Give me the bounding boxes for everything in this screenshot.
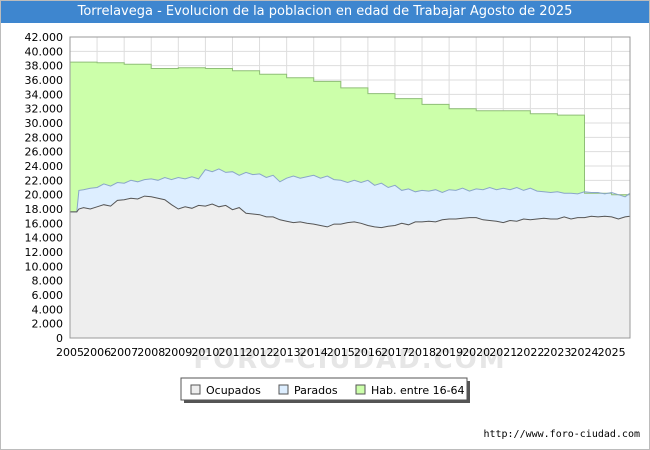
legend-label-hab: Hab. entre 16-64 [371, 384, 465, 397]
x-tick-label: 2022 [516, 346, 544, 359]
y-tick-label: 14.000 [25, 232, 64, 245]
y-tick-label: 26.000 [25, 146, 64, 159]
y-tick-label: 36.000 [25, 74, 64, 87]
y-tick-label: 30.000 [25, 117, 64, 130]
legend-swatch-parados [278, 384, 289, 395]
x-tick-label: 2018 [408, 346, 436, 359]
y-tick-label: 16.000 [25, 217, 64, 230]
y-tick-label: 6.000 [32, 289, 64, 302]
y-tick-label: 18.000 [25, 203, 64, 216]
plot-border [69, 36, 631, 339]
footer-url: http://www.foro-ciudad.com [483, 429, 640, 440]
x-tick-label: 2005 [56, 346, 84, 359]
x-tick-label: 2019 [435, 346, 463, 359]
x-tick-label: 2009 [164, 346, 192, 359]
legend-label-ocupados: Ocupados [206, 384, 261, 397]
legend: Ocupados Parados Hab. entre 16-64 [180, 377, 470, 403]
y-tick-label: 2.000 [32, 318, 64, 331]
x-tick-label: 2006 [83, 346, 111, 359]
chart-title: Torrelavega - Evolucion de la poblacion … [77, 4, 573, 19]
area-series [70, 62, 630, 338]
x-tick-label: 2021 [489, 346, 517, 359]
legend-swatch-hab [355, 384, 366, 395]
y-tick-label: 40.000 [25, 45, 64, 58]
x-tick-label: 2025 [598, 346, 626, 359]
x-tick-label: 2023 [543, 346, 571, 359]
watermark: FORO-CIUDAD.COM [193, 345, 506, 375]
series-lines [70, 61, 631, 229]
legend-swatch-ocupados [190, 384, 201, 395]
x-tick-label: 2008 [137, 346, 165, 359]
x-tick-label: 2007 [110, 346, 138, 359]
y-tick-label: 10.000 [25, 260, 64, 273]
y-tick-label: 12.000 [25, 246, 64, 259]
line-ocupados [70, 195, 631, 229]
y-tick-label: 42.000 [25, 31, 64, 44]
title-bar: Torrelavega - Evolucion de la poblacion … [1, 1, 649, 23]
y-tick-label: 28.000 [25, 131, 64, 144]
y-tick-label: 22.000 [25, 174, 64, 187]
x-tick-label: 2013 [273, 346, 301, 359]
y-tick-label: 4.000 [32, 303, 64, 316]
x-tick-label: 2020 [462, 346, 490, 359]
line-hab-entre-16-64 [70, 61, 630, 196]
y-tick-label: 8.000 [32, 275, 64, 288]
x-tick-label: 2012 [246, 346, 274, 359]
area-ocupados [70, 196, 630, 338]
x-axis-ticks: 2005 2006 2007 2008 2009 2010 2011 2012 2013 2014… [56, 346, 626, 359]
x-tick-label: 2011 [218, 346, 246, 359]
y-tick-label: 34.000 [25, 88, 64, 101]
x-tick-label: 2016 [354, 346, 382, 359]
y-tick-label: 24.000 [25, 160, 64, 173]
y-tick-label: 20.000 [25, 189, 64, 202]
x-tick-label: 2024 [571, 346, 599, 359]
x-tick-label: 2010 [191, 346, 219, 359]
x-tick-label: 2015 [327, 346, 355, 359]
y-tick-label: 32.000 [25, 103, 64, 116]
x-tick-label: 2014 [300, 346, 328, 359]
y-tick-label: 0 [56, 332, 63, 345]
legend-label-parados: Parados [294, 384, 338, 397]
legend-box [180, 377, 468, 401]
x-tick-label: 2017 [381, 346, 409, 359]
y-tick-label: 38.000 [25, 60, 64, 73]
line-parados [70, 168, 631, 213]
